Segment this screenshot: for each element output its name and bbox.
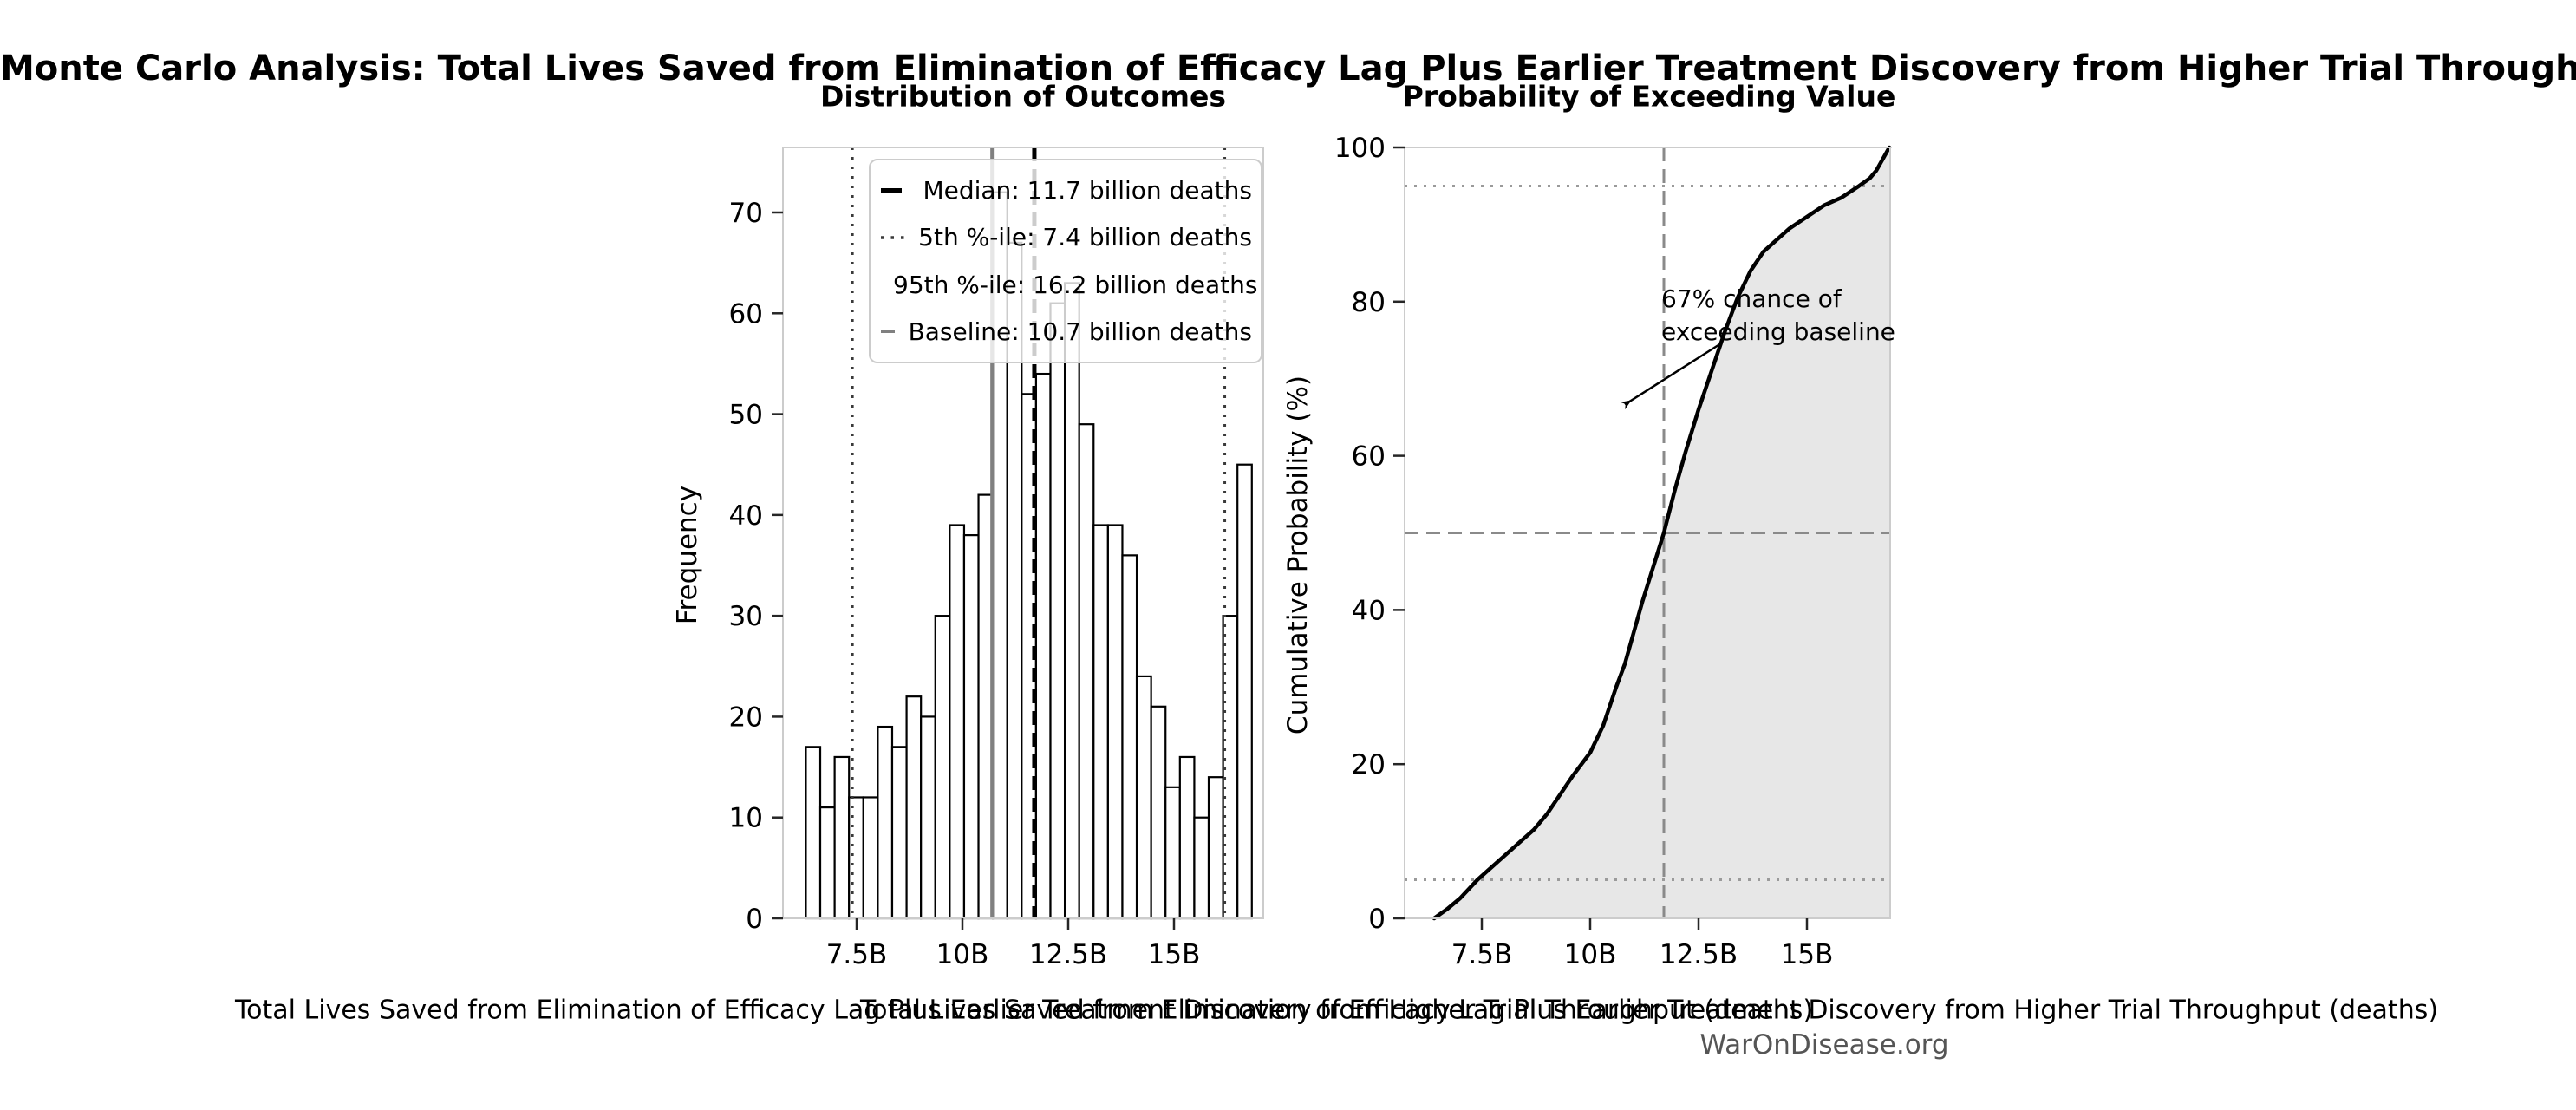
histogram-bar (1207, 776, 1224, 920)
y-tick-label: 30 (729, 601, 763, 632)
histogram-bar (1193, 816, 1210, 920)
exceed-baseline-annotation: 67% chance of exceeding baseline (1661, 284, 1895, 346)
x-tick-label: 12.5B (1029, 939, 1107, 970)
histogram-bar (862, 796, 879, 920)
histogram-bar (1106, 524, 1124, 920)
histogram-bar (877, 725, 894, 920)
legend: Median: 11.7 billion deaths 5th %-ile: 7.… (869, 159, 1262, 363)
histogram-bar (1078, 423, 1095, 920)
figure-title: Monte Carlo Analysis: Total Lives Saved … (0, 49, 2576, 88)
y-tick-label: 40 (1352, 595, 1386, 626)
x-tick-label: 15B (1148, 939, 1201, 970)
cdf-x-axis-label: Total Lives Saved from Elimination of Ef… (859, 995, 2439, 1026)
x-tick-label: 10B (936, 939, 989, 970)
histogram-plot: 7.5B 10B 12.5B 15B 0 10 20 30 40 50 60 70 (729, 147, 1264, 970)
histogram-bar (818, 806, 836, 920)
histogram-bar (905, 695, 923, 920)
cdf-shaded-area (1434, 147, 1889, 918)
histogram-bar (1049, 302, 1066, 920)
histogram-title: Distribution of Outcomes (819, 79, 1227, 114)
histogram-bar (1063, 282, 1080, 920)
histogram-y-axis-label: Frequency (672, 485, 703, 625)
histogram-bar (920, 715, 936, 920)
cdf-plot: 7.5B 10B 12.5B 15B 0 20 40 60 80 100 (1334, 133, 1892, 970)
legend-label: 95th %-ile: 16.2 billion deaths (893, 270, 1258, 299)
plot-spines (1404, 147, 1891, 919)
x-tick-label: 7.5B (826, 939, 888, 970)
legend-item: Median: 11.7 billion deaths (879, 170, 1252, 211)
histogram-bar (962, 534, 980, 920)
y-tick-label: 40 (729, 500, 763, 532)
legend-item: Baseline: 10.7 billion deaths (879, 311, 1252, 352)
x-tick-label: 7.5B (1451, 939, 1513, 970)
x-tick-label: 12.5B (1660, 939, 1738, 970)
y-tick-label: 20 (1352, 749, 1386, 780)
cdf-title: Probability of Exceeding Value (1402, 79, 1896, 114)
histogram-bar (949, 524, 966, 920)
legend-label: Median: 11.7 billion deaths (923, 176, 1252, 206)
legend-label: Baseline: 10.7 billion deaths (908, 317, 1252, 346)
cdf-curve (1431, 145, 1892, 921)
histogram-x-axis-label: Total Lives Saved from Elimination of Ef… (234, 995, 1814, 1026)
footer-watermark: WarOnDisease.org (1699, 1029, 1949, 1061)
legend-label: 5th %-ile: 7.4 billion deaths (918, 223, 1252, 252)
legend-item: 5th %-ile: 7.4 billion deaths (879, 217, 1252, 258)
y-tick-label: 100 (1334, 133, 1386, 164)
legend-line-sample (881, 236, 905, 239)
histogram-bar (1236, 463, 1253, 920)
histogram-bar (934, 615, 951, 920)
y-tick-label: 70 (729, 198, 763, 229)
histogram-bar (1164, 786, 1181, 920)
x-tick-label: 15B (1781, 939, 1834, 970)
histogram-bar (1178, 755, 1196, 920)
histogram-bar (1092, 524, 1109, 920)
y-tick-label: 20 (729, 702, 763, 733)
y-tick-label: 10 (729, 803, 763, 834)
histogram-bar (805, 746, 822, 920)
annotation-arrow (1620, 342, 1722, 410)
y-tick-label: 50 (729, 400, 763, 431)
y-tick-label: 60 (729, 298, 763, 330)
histogram-bar (890, 746, 908, 920)
histogram-bar (1150, 705, 1167, 920)
y-tick-label: 0 (1368, 904, 1386, 935)
histogram-bar (1121, 554, 1138, 920)
legend-line-sample (881, 330, 895, 334)
plot-spines (782, 147, 1264, 919)
legend-line-sample (881, 187, 910, 193)
histogram-bar (1135, 675, 1152, 920)
legend-item: 95th %-ile: 16.2 billion deaths (879, 264, 1257, 305)
x-tick-label: 10B (1564, 939, 1617, 970)
cdf-y-axis-label: Cumulative Probability (%) (1282, 375, 1314, 735)
histogram-bar (1034, 372, 1052, 920)
y-tick-label: 80 (1352, 287, 1386, 318)
histogram-bar (833, 755, 851, 920)
y-tick-label: 60 (1352, 441, 1386, 473)
y-tick-label: 0 (746, 904, 763, 935)
